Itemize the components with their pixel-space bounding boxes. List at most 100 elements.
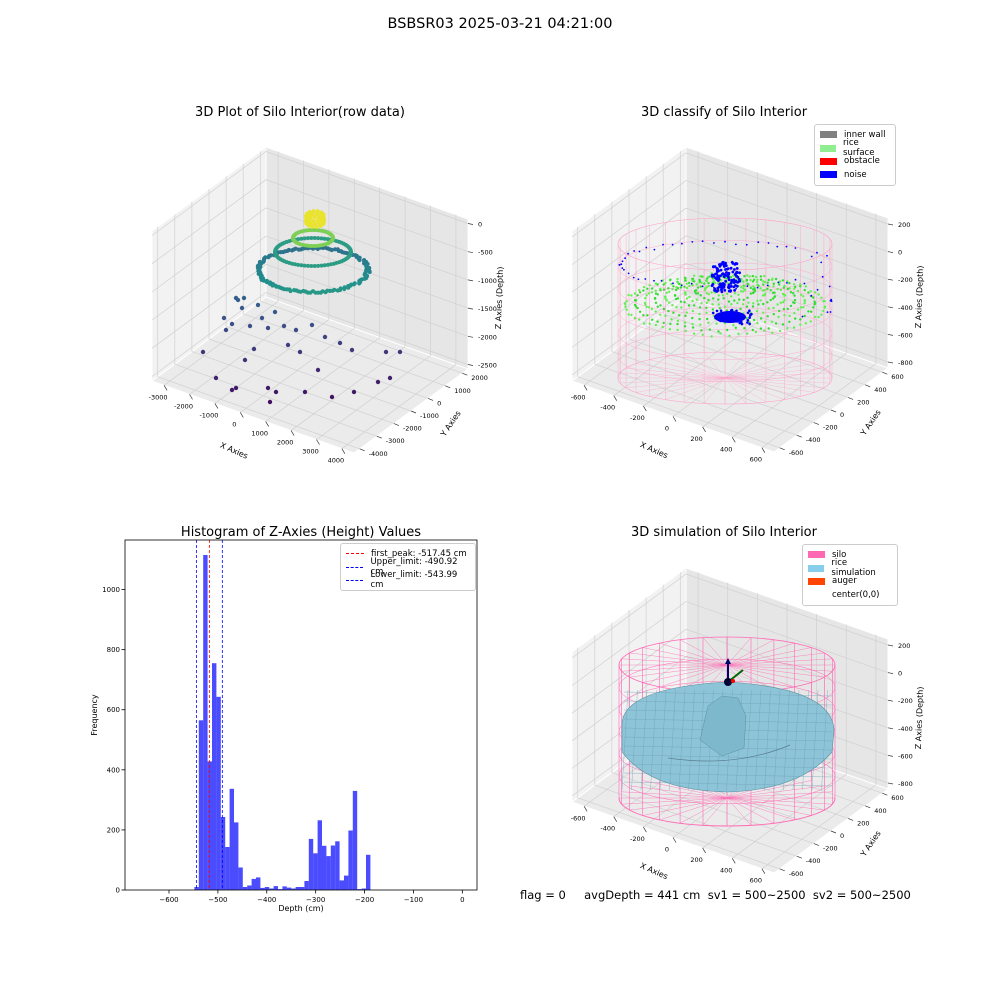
tick-mark [583, 806, 588, 812]
rice-surface-point [691, 284, 694, 287]
rice-surface-point [662, 283, 665, 286]
mesh-line [678, 689, 686, 791]
silo-spoke [702, 797, 728, 826]
rice-surface-point [783, 314, 786, 317]
noise-point [732, 281, 736, 284]
tick-mark [731, 437, 736, 443]
noise-point [724, 279, 728, 283]
histogram-bar [282, 886, 287, 890]
noise-point [746, 311, 750, 315]
rice-surface-point [707, 321, 710, 324]
noise-point [730, 279, 734, 283]
scatter-point [302, 389, 308, 395]
noise-point [718, 316, 721, 319]
rice-surface-point [742, 298, 745, 301]
rice-surface-point [751, 280, 755, 283]
rice-surface-point [711, 277, 715, 280]
scatter-point [330, 235, 335, 239]
noise-point [766, 284, 769, 287]
rice-surface-point [684, 291, 687, 295]
rice-surface-point [763, 280, 767, 284]
silo-spoke [726, 647, 812, 666]
rice-surface-point [810, 310, 813, 313]
histogram-bar [242, 887, 248, 890]
rice-surface-point [713, 281, 717, 284]
tick-mark [887, 361, 894, 364]
tick-mark [189, 394, 193, 400]
silo-spoke [726, 664, 795, 688]
scatter-point [349, 347, 355, 353]
legend-swatch [820, 157, 837, 165]
rice-surface-point [752, 318, 756, 322]
noise-point [803, 282, 806, 285]
rice-surface-point [748, 275, 751, 278]
scatter-point [375, 379, 381, 385]
scatter-point [299, 236, 304, 241]
rice-surface-point [781, 301, 785, 304]
simulation-plot: 3D simulation of Silo Interior-600-400-2… [571, 525, 925, 885]
rice-surface-point [688, 284, 691, 288]
rice-surface-point [733, 299, 736, 302]
rice-surface-point [654, 323, 658, 327]
scatter-point [357, 281, 362, 286]
rice-surface-point [654, 289, 657, 292]
axes-frame [124, 539, 478, 891]
histogram-bar [273, 886, 278, 890]
grid-line [611, 772, 815, 844]
scatter-point [305, 236, 310, 241]
rice-surface-point [685, 282, 688, 285]
z-tick-label: -2000 [478, 333, 497, 341]
x-tick-label: 0 [232, 420, 236, 428]
rice-surface-point [802, 306, 805, 309]
grid-line [174, 363, 377, 437]
noise-point [621, 267, 624, 269]
rice-surface-point [755, 309, 759, 313]
silo-spoke [726, 637, 752, 666]
z-tick-label: -500 [478, 249, 493, 257]
rice-surface-point [685, 286, 689, 290]
cylinder-spoke [724, 377, 785, 400]
tick-mark [887, 727, 894, 730]
legend-label: silo [832, 549, 847, 560]
mesh-line [811, 689, 819, 791]
rice-surface-point [813, 303, 816, 306]
tick-mark [643, 826, 647, 833]
scatter-point [310, 224, 315, 229]
y-tick-label: 800 [107, 646, 120, 654]
cylinder-spoke [684, 353, 726, 379]
noise-point [701, 240, 704, 243]
rice-surface-point [799, 283, 802, 286]
silo-spoke [642, 647, 728, 666]
scatter-point [357, 257, 362, 263]
scatter-point [297, 349, 303, 355]
rice-surface-point [779, 301, 782, 304]
noise-point [727, 278, 731, 282]
rice-surface-point [745, 305, 749, 308]
noise-point [735, 309, 738, 313]
noise-point [719, 268, 723, 272]
grid-line [191, 351, 395, 424]
noise-point [644, 278, 647, 280]
rice-surface-point [776, 303, 779, 306]
noise-point [620, 263, 623, 266]
rice-surface-point [683, 321, 687, 324]
scatter-point [255, 302, 261, 308]
noise-point [735, 270, 739, 274]
cylinder-spoke [620, 377, 726, 384]
rice-surface-point [756, 278, 759, 281]
silo-spoke [629, 785, 728, 799]
rice-surface-point [799, 318, 802, 321]
noise-point [627, 252, 629, 255]
histogram-bar [344, 875, 349, 890]
rice-surface-point [668, 301, 671, 304]
rice-surface-point [759, 287, 762, 290]
silo-spoke [726, 797, 752, 826]
rice-surface-point [799, 285, 802, 288]
x-tick-label: −100 [404, 896, 423, 904]
y-tick-label: 200 [857, 398, 869, 406]
noise-point [730, 260, 734, 264]
rice-surface-point [675, 306, 678, 309]
rice-surface-point [809, 320, 812, 323]
noise-point [713, 242, 715, 244]
